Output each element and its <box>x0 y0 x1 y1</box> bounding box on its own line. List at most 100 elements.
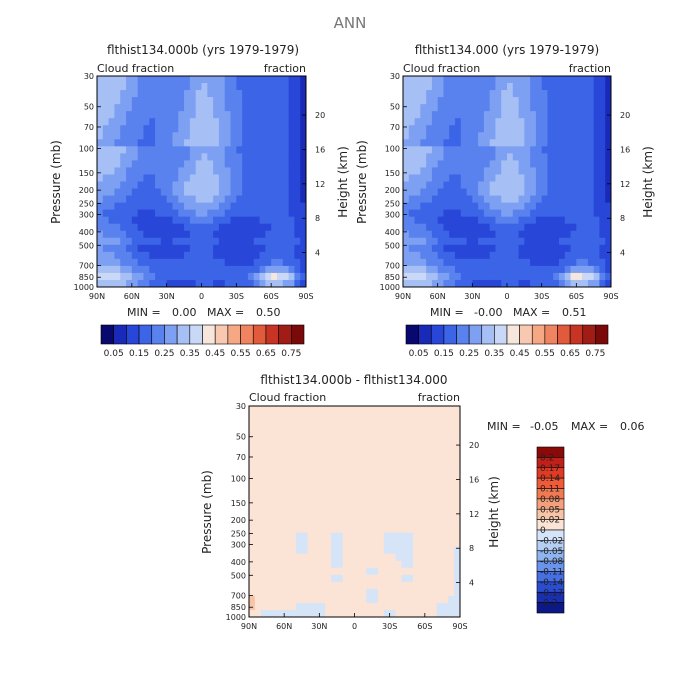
field-cell <box>253 244 260 253</box>
colorbar-swatch <box>582 324 596 345</box>
field-cell <box>547 223 554 232</box>
field-cell <box>408 223 415 232</box>
field-cell <box>547 83 554 91</box>
field-cell <box>282 216 289 225</box>
field-cell <box>407 539 414 548</box>
field-cell <box>331 602 338 611</box>
field-cell <box>254 553 262 562</box>
field-cell <box>524 272 531 281</box>
field-cell <box>131 188 139 196</box>
field-cell <box>448 434 455 442</box>
field-cell <box>593 272 600 281</box>
field-cell <box>420 279 427 288</box>
field-cell <box>249 455 256 463</box>
field-cell <box>489 216 496 225</box>
field-cell <box>483 230 491 239</box>
field-cell <box>541 195 548 203</box>
field-cell <box>295 483 303 491</box>
field-cell <box>424 483 432 491</box>
field-cell <box>430 581 437 590</box>
field-cell <box>448 455 455 463</box>
field-cell <box>541 160 548 168</box>
field-cell <box>437 83 444 91</box>
field-cell <box>413 406 420 414</box>
field-cell <box>253 188 260 196</box>
field-cell <box>149 244 156 253</box>
x-tick-label: 90S <box>298 292 313 301</box>
field-cell <box>436 448 443 456</box>
field-cell <box>489 118 496 126</box>
panel-1-min-value: 0.00 <box>172 306 197 319</box>
field-cell <box>272 406 279 414</box>
field-cell <box>442 567 449 576</box>
field-cell <box>454 462 461 470</box>
field-cell <box>553 258 560 267</box>
field-cell <box>218 209 226 218</box>
field-cell <box>408 104 415 112</box>
field-cell <box>307 483 314 491</box>
field-cell <box>319 567 326 576</box>
field-cell <box>472 216 479 225</box>
field-cell <box>120 83 127 91</box>
field-cell <box>224 76 231 84</box>
field-cell <box>442 483 449 491</box>
field-cell <box>288 244 295 253</box>
field-cell <box>325 539 332 548</box>
field-cell <box>266 504 273 512</box>
field-cell <box>184 258 191 267</box>
field-cell <box>272 441 279 449</box>
field-cell <box>189 146 197 154</box>
field-cell <box>114 132 121 140</box>
field-cell <box>535 76 543 84</box>
colorbar-swatch <box>189 324 203 345</box>
field-cell <box>331 581 338 590</box>
field-cell <box>524 258 531 267</box>
field-cell <box>466 223 473 232</box>
field-cell <box>189 174 197 182</box>
field-cell <box>260 574 267 583</box>
field-cell <box>372 420 379 428</box>
colorbar-label: -0.17 <box>540 588 563 598</box>
field-cell <box>437 104 444 112</box>
field-cell <box>507 202 514 211</box>
x-tick-label: 30N <box>311 622 327 631</box>
field-cell <box>372 497 379 505</box>
field-cell <box>278 441 285 449</box>
field-cell <box>366 546 373 555</box>
field-cell <box>160 160 168 168</box>
field-cell <box>507 216 514 225</box>
field-cell <box>372 560 379 569</box>
field-cell <box>518 195 525 203</box>
field-cell <box>599 279 606 288</box>
field-cell <box>253 160 260 168</box>
field-cell <box>282 160 289 168</box>
colorbar-swatch <box>557 324 571 345</box>
field-cell <box>249 511 256 519</box>
field-cell <box>354 539 361 548</box>
field-cell <box>403 118 410 126</box>
field-cell <box>336 476 344 484</box>
field-cell <box>155 216 162 225</box>
field-cell <box>295 602 303 611</box>
field-cell <box>313 413 320 421</box>
field-cell <box>325 588 332 597</box>
field-cell <box>489 132 496 140</box>
field-cell <box>507 209 514 218</box>
field-cell <box>424 497 432 505</box>
field-cell <box>137 244 144 253</box>
field-cell <box>254 406 262 414</box>
field-cell <box>472 132 479 140</box>
field-cell <box>389 476 396 484</box>
field-cell <box>449 237 456 246</box>
field-cell <box>593 97 600 105</box>
field-cell <box>530 216 537 225</box>
field-cell <box>230 272 237 281</box>
field-cell <box>259 251 266 260</box>
field-cell <box>518 97 525 105</box>
field-cell <box>120 174 127 182</box>
field-cell <box>166 83 173 91</box>
field-cell <box>454 525 461 533</box>
field-cell <box>401 525 408 533</box>
field-cell <box>284 490 291 498</box>
